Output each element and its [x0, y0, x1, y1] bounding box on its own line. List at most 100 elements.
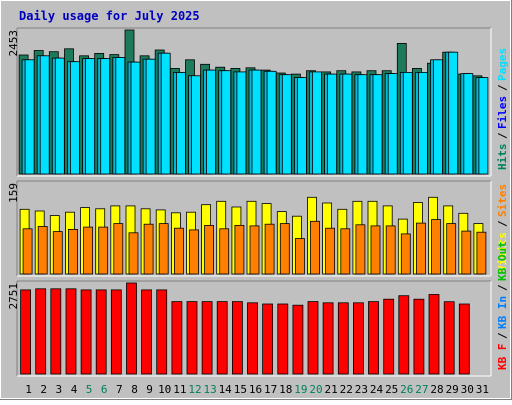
bar-kbytes-kb-f-day-8 — [126, 282, 137, 375]
legend-item-sites: Sites — [496, 184, 509, 217]
bar-hits-pages-day-28 — [433, 59, 443, 175]
day-label-11: 11 — [173, 383, 186, 396]
day-label-9: 9 — [146, 383, 153, 396]
bar-hits-pages-day-6 — [100, 58, 111, 175]
bar-visits-sites-day-11 — [173, 227, 184, 275]
legend-separator: / — [496, 284, 509, 291]
bar-hits-pages-day-8 — [130, 61, 141, 175]
bar-kbytes-kb-f-day-12 — [186, 301, 198, 375]
bar-hits-pages-day-17 — [266, 70, 277, 175]
legend-hits: Hits / Files / Pages — [496, 48, 509, 170]
day-label-19: 19 — [294, 383, 307, 396]
day-label-2: 2 — [40, 383, 47, 396]
bar-kbytes-kb-f-day-30 — [458, 303, 470, 375]
bar-kbytes-kb-f-day-10 — [156, 289, 168, 375]
day-label-24: 24 — [370, 383, 384, 396]
bar-visits-sites-day-10 — [158, 223, 169, 275]
bar-hits-pages-day-22 — [342, 73, 353, 175]
bar-hits-pages-day-21 — [327, 73, 338, 175]
bar-visits-sites-day-24 — [370, 225, 381, 275]
day-label-27: 27 — [415, 383, 428, 396]
bar-kbytes-kb-f-day-18 — [277, 303, 289, 375]
legend-separator: / — [496, 332, 509, 339]
x-axis-day-labels: 1 2 3 4 5 6 7 8 9 10 11 12 13 14 15 16 17 18 19 20 21 22 23 24 2… — [25, 383, 489, 396]
bar-hits-pages-day-2 — [39, 55, 50, 175]
panel-kbytes-max-label: 2751 — [7, 283, 20, 310]
bar-kbytes-kb-f-day-26 — [398, 295, 410, 375]
bar-kbytes-kb-f-day-16 — [247, 302, 258, 375]
legend-item-kb-f: KB F — [496, 344, 509, 371]
day-label-6: 6 — [101, 383, 108, 396]
bar-kbytes-kb-f-day-6 — [95, 289, 107, 375]
day-label-28: 28 — [430, 383, 443, 396]
bar-visits-sites-day-18 — [279, 223, 290, 275]
bar-visits-sites-day-26 — [400, 233, 411, 275]
bar-hits-pages-day-20 — [312, 71, 322, 175]
legend-item-visits: Visits — [496, 232, 509, 272]
bar-hits-pages-day-25 — [387, 73, 398, 175]
day-label-21: 21 — [324, 383, 337, 396]
bar-hits-pages-day-29 — [448, 51, 459, 175]
bar-kbytes-kb-f-day-13 — [201, 301, 213, 375]
panel-hits-max-label: 2453 — [7, 30, 20, 57]
bar-kbytes-kb-f-day-17 — [262, 303, 274, 375]
bar-hits-pages-day-10 — [160, 52, 171, 175]
legend-item-kb-in: KB In — [496, 296, 509, 329]
bar-hits-pages-day-14 — [221, 70, 232, 175]
day-label-12: 12 — [188, 383, 201, 396]
day-label-26: 26 — [400, 383, 413, 396]
bar-visits-sites-day-8 — [128, 232, 139, 275]
series-hits-pages — [24, 51, 489, 175]
bar-kbytes-kb-f-day-7 — [110, 289, 122, 375]
day-label-5: 5 — [86, 383, 93, 396]
bar-hits-pages-day-18 — [281, 74, 292, 175]
bar-hits-pages-day-31 — [478, 77, 489, 175]
bar-kbytes-kb-f-day-4 — [65, 288, 77, 375]
bar-visits-sites-day-17 — [264, 223, 275, 275]
bar-kbytes-kb-f-day-14 — [216, 301, 228, 375]
bar-hits-pages-day-13 — [206, 69, 217, 175]
panel-visits-max-label: 159 — [7, 183, 20, 203]
legend-item-pages: Pages — [496, 48, 509, 81]
day-label-8: 8 — [131, 383, 138, 396]
legend-item-hits: Hits — [496, 144, 509, 171]
day-label-25: 25 — [385, 383, 398, 396]
bar-visits-sites-day-9 — [143, 223, 154, 275]
bar-visits-sites-day-14 — [219, 228, 230, 275]
day-label-13: 13 — [203, 383, 216, 396]
bar-hits-pages-day-7 — [115, 57, 126, 175]
day-label-1: 1 — [25, 383, 32, 396]
bar-kbytes-kb-f-day-5 — [80, 289, 92, 375]
day-label-22: 22 — [340, 383, 353, 396]
bar-hits-pages-day-5 — [85, 58, 95, 175]
bar-hits-pages-day-15 — [236, 71, 247, 175]
bar-kbytes-kb-f-day-25 — [383, 298, 395, 375]
legend-separator: / — [496, 220, 509, 227]
bar-visits-sites-day-20 — [310, 220, 320, 275]
bar-visits-sites-day-13 — [204, 224, 215, 275]
bar-hits-pages-day-19 — [296, 77, 307, 175]
bar-visits-sites-day-23 — [355, 224, 366, 275]
bar-kbytes-kb-f-day-27 — [413, 298, 425, 375]
legend-visits: Visits / Sites — [496, 184, 509, 272]
bar-kbytes-kb-f-day-24 — [368, 301, 379, 375]
bar-visits-sites-day-6 — [98, 226, 109, 275]
day-label-30: 30 — [461, 383, 474, 396]
bar-kbytes-kb-f-day-22 — [337, 302, 349, 375]
day-label-17: 17 — [264, 383, 277, 396]
day-label-7: 7 — [116, 383, 123, 396]
bar-kbytes-kb-f-day-28 — [428, 294, 440, 375]
bar-visits-sites-day-5 — [83, 226, 93, 275]
bar-hits-pages-day-1 — [24, 59, 35, 175]
bar-visits-sites-day-21 — [325, 227, 336, 275]
bar-visits-sites-day-29 — [446, 223, 457, 275]
bar-visits-sites-day-22 — [340, 228, 351, 275]
bar-visits-sites-day-1 — [22, 228, 33, 275]
bar-visits-sites-day-12 — [189, 229, 199, 275]
bar-kbytes-kb-f-day-15 — [231, 301, 243, 375]
bar-kbytes-kb-f-day-23 — [352, 302, 364, 375]
day-label-16: 16 — [249, 383, 262, 396]
